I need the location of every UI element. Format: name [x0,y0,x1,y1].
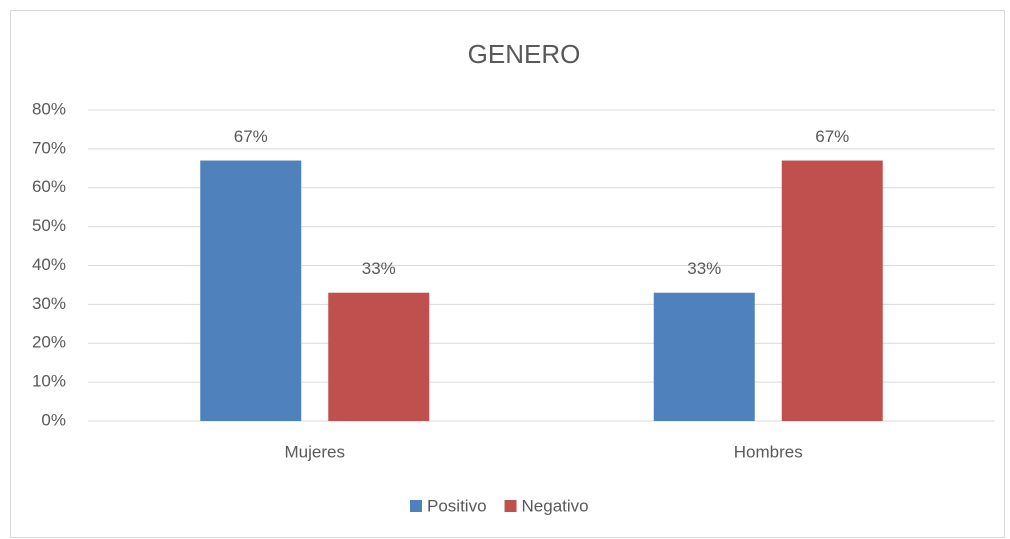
data-label: 33% [362,259,396,278]
y-tick-label: 10% [32,372,66,391]
bar [200,160,302,421]
data-label: 67% [234,127,268,146]
legend-swatch [504,500,517,512]
legend-label: Negativo [522,496,589,515]
y-tick-label: 50% [32,216,66,235]
bar [328,292,430,421]
bar [781,160,883,421]
y-tick-label: 0% [41,410,66,429]
chart-title: GENERO [468,39,581,69]
data-label: 33% [687,259,721,278]
legend-swatch [410,500,422,512]
x-tick-label: Mujeres [285,442,345,461]
bar [653,292,755,421]
y-tick-label: 20% [32,333,66,352]
y-tick-label: 30% [32,294,66,313]
y-tick-label: 60% [32,177,66,196]
x-tick-label: Hombres [734,442,803,461]
data-label: 67% [815,127,849,146]
y-tick-label: 40% [32,255,66,274]
y-tick-label: 70% [32,138,66,157]
y-tick-label: 80% [32,99,66,118]
legend-label: Positivo [427,496,487,515]
